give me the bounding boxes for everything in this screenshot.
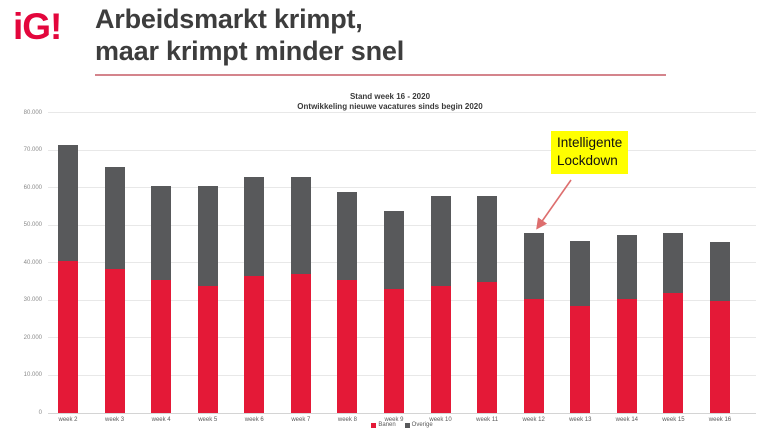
gridline [48,149,756,151]
bar-segment-banen [663,293,684,413]
legend-item: Overige [404,422,433,428]
x-axis-label: week 10 [429,417,452,423]
bar-segment-overige [290,176,311,275]
legend-label: Overige [411,422,433,428]
y-axis-tick-label: 30.000 [23,297,42,303]
x-axis-label: week 14 [615,417,638,423]
annotation-intelligente-lockdown: Intelligente Lockdown [551,131,629,175]
page-title: Arbeidsmarkt krimpt, maar krimpt minder … [95,4,405,66]
bar-segment-banen [104,268,125,413]
bar-segment-banen [523,298,544,413]
bar-segment-overige [383,210,404,290]
x-axis-label: week 2 [58,417,78,423]
x-axis-label: week 8 [337,417,357,423]
x-axis-label: week 3 [105,417,125,423]
bar-segment-banen [290,274,311,413]
arrow-line [536,179,572,230]
bar-segment-overige [616,234,637,299]
x-axis-label: week 16 [708,417,732,423]
chart-legend: Banen Overige [48,420,756,430]
bar-segment-banen [430,285,451,413]
y-axis-tick-label: 40.000 [23,259,42,266]
bar-segment-overige [709,242,730,301]
x-axis-label: week 9 [384,417,404,423]
x-axis-label: week 12 [522,417,545,423]
bar-segment-overige [430,195,451,286]
legend-label: Banen [378,422,396,428]
bar-segment-banen [616,298,637,413]
bar-segment-banen [244,276,265,413]
y-axis-tick-label: 60.000 [23,184,42,191]
x-axis-label: week 6 [244,417,264,423]
x-axis-label: week 4 [151,417,171,423]
bar-segment-banen [337,279,358,413]
chart-plot: 0 10.000 20.000 30.000 40.000 50.000 60.000 70.… [24,110,756,423]
bar-segment-banen [151,279,172,413]
legend-item: Banen [371,422,396,428]
legend-swatch [371,422,377,428]
gridline [48,187,756,188]
x-axis-label: week 11 [476,417,499,423]
bar-segment-banen [709,300,730,413]
bar-segment-overige [151,186,172,280]
bar-segment-banen [197,285,218,413]
bar-segment-overige [104,167,125,269]
y-axis-tick-label: 80.000 [23,109,42,116]
bar-segment-overige [663,233,684,293]
gridline [48,112,756,113]
bar-segment-overige [197,186,218,286]
x-axis-label: week 5 [198,417,218,423]
bar-segment-overige [337,191,358,280]
bar-segment-overige [570,240,591,307]
bar-segment-overige [523,233,544,299]
chart-title: Stand week 16 - 2020 [349,92,431,101]
bar-segment-banen [570,306,591,413]
bar-segment-banen [477,281,498,413]
bar-segment-overige [58,144,78,262]
bar-segment-overige [244,176,265,277]
logo: iG! [13,6,62,47]
bar-segment-banen [383,289,404,413]
y-axis-tick-label: 0 [38,409,42,416]
y-axis-tick-label: 10.000 [23,372,42,378]
y-axis-tick-label: 20.000 [23,334,42,341]
x-axis-label: week 15 [662,417,685,423]
bar-segment-banen [58,261,78,413]
vacancy-chart: Stand week 16 - 2020 Ontwikkeling nieuwe… [0,88,768,429]
chart-subtitle: Ontwikkeling nieuwe vacatures sinds begi… [297,102,483,111]
y-axis-tick-label: 70.000 [23,147,42,153]
x-axis-label: week 7 [291,417,311,423]
x-axis-line [48,413,756,414]
x-axis-label: week 13 [569,417,592,423]
bar-segment-overige [477,195,498,282]
title-divider [95,74,666,76]
annotation-arrow-icon [536,179,572,230]
y-axis-tick-label: 50.000 [23,222,42,228]
legend-swatch [404,422,410,428]
